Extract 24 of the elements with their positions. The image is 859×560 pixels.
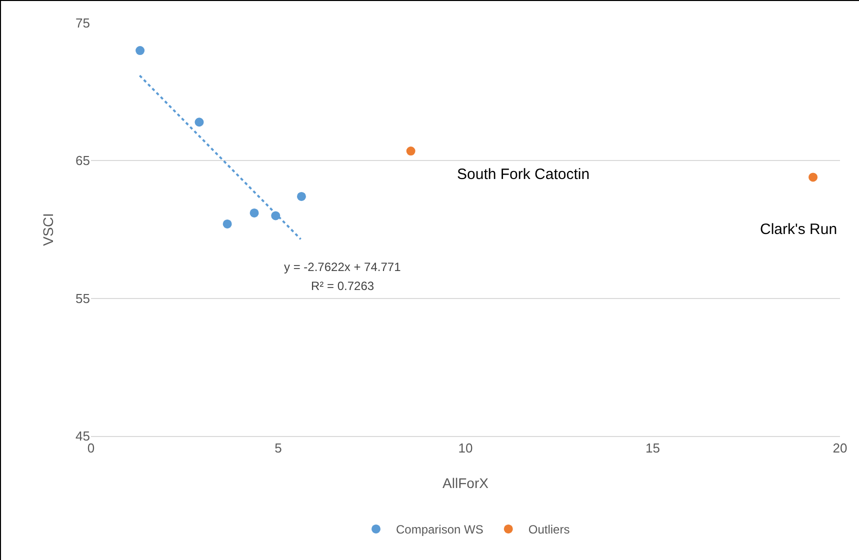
- point: [136, 46, 145, 56]
- legend-label: Comparison WS: [396, 522, 484, 537]
- annotation: South Fork Catoctin: [457, 166, 590, 183]
- annotation: Clark's Run: [760, 221, 838, 238]
- x-tick-label: 20: [832, 440, 848, 456]
- point: [222, 219, 232, 228]
- y-tick-label: 75: [76, 16, 90, 31]
- y-tick-label: 65: [76, 153, 90, 168]
- point: [406, 146, 416, 156]
- point: [250, 208, 259, 218]
- x-axis-title: AllForX: [442, 475, 490, 491]
- annotation: R² = 0.7263: [311, 279, 374, 293]
- point: [296, 192, 306, 201]
- x-tick-label: 15: [646, 440, 660, 456]
- legend-label: Outliers: [528, 522, 570, 537]
- x-tick-label: 10: [458, 440, 473, 456]
- x-tick-label: 5: [274, 440, 282, 456]
- y-tick-label: 55: [76, 290, 90, 306]
- point: [808, 172, 818, 182]
- x-tick-label: 0: [87, 440, 95, 456]
- annotation: y = -2.7622x + 74.771: [284, 260, 402, 274]
- y-axis-title: VSCI: [40, 213, 56, 246]
- y-tick-label: 45: [76, 428, 90, 444]
- point: [194, 118, 204, 127]
